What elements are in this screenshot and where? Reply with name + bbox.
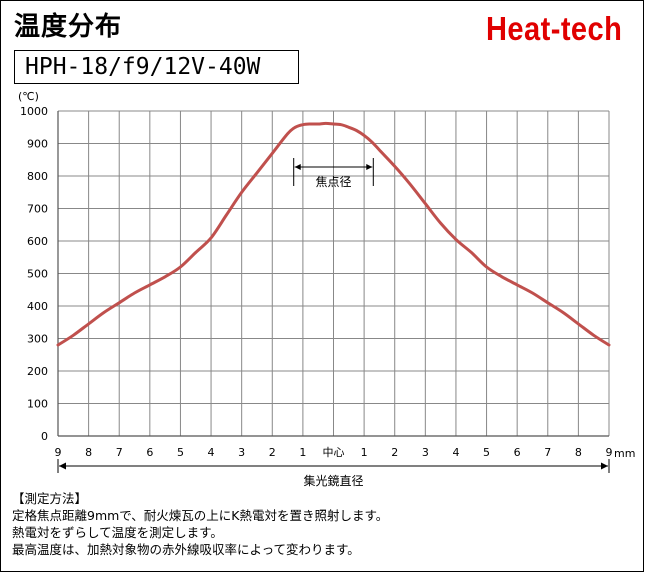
y-tick-label: 800: [27, 170, 48, 183]
focus-diameter-marker: 焦点径: [293, 158, 374, 189]
y-tick-label: 200: [27, 365, 48, 378]
span-label: 集光鏡直径: [303, 473, 363, 488]
y-tick-label: 100: [27, 398, 48, 411]
data-point: [133, 292, 136, 295]
data-point: [516, 283, 519, 286]
data-point: [324, 122, 327, 125]
data-point: [393, 165, 396, 168]
focus-label: 焦点径: [315, 175, 351, 189]
y-tick-label: 900: [27, 138, 48, 151]
y-tick-label: 600: [27, 235, 48, 248]
x-tick-label: 2: [391, 446, 398, 459]
focus-arrow-right: [366, 164, 373, 170]
x-tick-label: 7: [116, 446, 123, 459]
data-point: [439, 222, 442, 225]
data-point: [317, 123, 320, 126]
data-point: [309, 123, 312, 126]
x-tick-label: 5: [483, 446, 490, 459]
method-line: 最高温度は、加熱対象物の赤外線吸収率によって変わります。: [12, 542, 360, 557]
data-point: [340, 123, 343, 126]
y-tick-label: 300: [27, 333, 48, 346]
x-tick-label: 5: [177, 446, 184, 459]
span-arrow-left: [59, 462, 66, 470]
data-point: [102, 311, 105, 314]
page-title: 温度分布: [14, 12, 123, 42]
x-tick-label: 2: [269, 446, 276, 459]
data-point: [454, 238, 457, 241]
method-heading: 【測定方法】: [12, 491, 88, 506]
y-tick-label: 500: [27, 268, 48, 281]
y-tick-label: 400: [27, 300, 48, 313]
x-tick-labels: 9 8 7 6 5 4 3 2 1 中心 1 2 3 4 5 6 7 8 9: [55, 446, 613, 459]
x-tick-label: 8: [575, 446, 582, 459]
x-tick-label: 4: [208, 446, 215, 459]
data-point: [286, 132, 289, 135]
data-point: [294, 126, 297, 129]
data-point: [271, 152, 274, 155]
temperature-series-line: [56, 121, 611, 347]
data-point: [118, 301, 121, 304]
method-line: 熱電対をずらして温度を測定します。: [12, 525, 223, 540]
data-point: [164, 275, 167, 278]
x-tick-label: 中心: [323, 446, 345, 459]
y-tick-label: 1000: [20, 105, 48, 118]
y-tick-label: 0: [41, 430, 48, 443]
data-point: [608, 344, 611, 347]
data-point: [378, 149, 381, 152]
x-tick-label: 3: [422, 446, 429, 459]
data-point: [179, 266, 182, 269]
measurement-method: 【測定方法】 定格焦点距離9mmで、耐火煉瓦の上にK熱電対を置き照射します。 熱…: [12, 490, 388, 558]
data-point: [347, 126, 350, 129]
x-tick-label: 8: [85, 446, 92, 459]
x-tick-label: 6: [146, 446, 153, 459]
data-point: [531, 292, 534, 295]
data-point: [562, 311, 565, 314]
x-unit-label: mm: [614, 447, 635, 460]
data-point: [424, 202, 427, 205]
data-point: [470, 251, 473, 254]
data-point: [194, 251, 197, 254]
x-tick-label: 4: [452, 446, 459, 459]
x-tick-label: 6: [514, 446, 521, 459]
data-point: [210, 236, 213, 239]
data-point: [332, 123, 335, 126]
data-point: [255, 171, 258, 174]
chart-grid: [57, 110, 610, 437]
x-tick-label: 7: [544, 446, 551, 459]
data-point: [500, 275, 503, 278]
focus-arrow-left: [294, 164, 301, 170]
x-tick-label: 1: [361, 446, 368, 459]
data-point: [546, 301, 549, 304]
y-axis-label: (℃): [18, 90, 39, 103]
span-arrow-right: [601, 462, 608, 470]
x-tick-label: 3: [238, 446, 245, 459]
method-line: 定格焦点距離9mmで、耐火煉瓦の上にK熱電対を置き照射します。: [12, 508, 389, 523]
data-point: [57, 344, 60, 347]
data-point: [577, 322, 580, 325]
data-point: [485, 266, 488, 269]
data-point: [592, 334, 595, 337]
data-point: [225, 214, 228, 217]
x-tick-label: 9: [606, 446, 613, 459]
y-tick-label: 700: [27, 203, 48, 216]
model-label: HPH-18/f9/12V-40W: [25, 54, 261, 80]
x-tick-label: 1: [299, 446, 306, 459]
data-point: [240, 191, 243, 194]
data-point: [301, 123, 304, 126]
mirror-diameter-marker: 集光鏡直径: [57, 459, 610, 488]
model-box: HPH-18/f9/12V-40W: [14, 50, 299, 84]
data-point: [355, 129, 358, 132]
data-point: [87, 322, 90, 325]
data-point: [409, 183, 412, 186]
x-tick-label: 9: [55, 446, 62, 459]
data-point: [148, 283, 151, 286]
data-point: [370, 140, 373, 143]
brand-logo: Heat-tech: [486, 10, 623, 47]
data-point: [363, 134, 366, 137]
data-point: [72, 334, 75, 337]
y-tick-labels: 0 100 200 300 400 500 600 700 800 900 1000: [20, 105, 48, 443]
